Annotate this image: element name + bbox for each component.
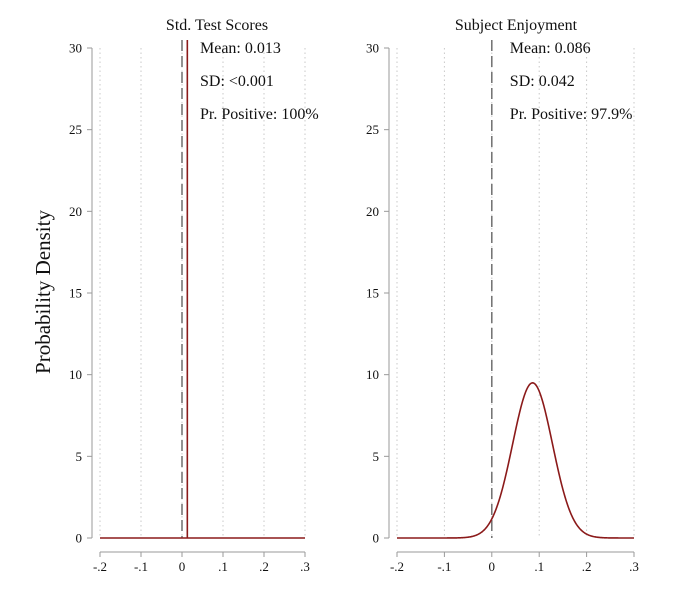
x-tick-label: .2 bbox=[259, 559, 269, 574]
x-tick-label: 0 bbox=[489, 559, 496, 574]
x-tick-label: -.2 bbox=[390, 559, 404, 574]
x-tick-label: .3 bbox=[629, 559, 639, 574]
x-tick-label: .2 bbox=[582, 559, 592, 574]
y-tick-label: 30 bbox=[366, 41, 379, 56]
stat-annotation: SD: <0.001 bbox=[200, 73, 274, 90]
y-tick-label: 15 bbox=[69, 286, 82, 301]
panel-std-test-scores: 0 5 10 15 20 25 30 -.2 -.1 0 .1 .2 .3 Std. Test Score… bbox=[69, 17, 319, 574]
stat-annotation: Mean: 0.086 bbox=[510, 40, 591, 57]
density-curve bbox=[397, 382, 634, 539]
stat-annotation: Pr. Positive: 100% bbox=[200, 106, 319, 123]
y-tick-label: 25 bbox=[69, 122, 82, 137]
x-tick-label: .3 bbox=[300, 559, 310, 574]
y-tick-label: 0 bbox=[373, 531, 380, 546]
y-tick-label: 20 bbox=[366, 204, 379, 219]
panel-title: Std. Test Scores bbox=[166, 17, 268, 34]
x-tick-label: -.1 bbox=[134, 559, 148, 574]
y-tick-label: 20 bbox=[69, 204, 82, 219]
y-tick-label: 0 bbox=[76, 531, 83, 546]
stat-annotation: Mean: 0.013 bbox=[200, 40, 281, 57]
y-axis-label: Probability Density bbox=[31, 210, 55, 374]
y-tick-label: 5 bbox=[76, 449, 83, 464]
y-tick-label: 25 bbox=[366, 122, 379, 137]
x-tick-label: -.2 bbox=[93, 559, 107, 574]
panel-subject-enjoyment: 0 5 10 15 20 25 30 -.2 -.1 0 .1 .2 .3 Subject Enjoyme… bbox=[366, 17, 639, 574]
x-tick-label: 0 bbox=[179, 559, 186, 574]
stat-annotation: SD: 0.042 bbox=[510, 73, 575, 90]
x-tick-label: -.1 bbox=[437, 559, 451, 574]
y-tick-label: 30 bbox=[69, 41, 82, 56]
stat-annotation: Pr. Positive: 97.9% bbox=[510, 106, 633, 123]
x-tick-label: .1 bbox=[534, 559, 544, 574]
y-tick-label: 15 bbox=[366, 286, 379, 301]
y-tick-label: 5 bbox=[373, 449, 380, 464]
x-tick-label: .1 bbox=[218, 559, 228, 574]
panel-title: Subject Enjoyment bbox=[455, 17, 578, 34]
y-tick-label: 10 bbox=[69, 367, 82, 382]
y-tick-label: 10 bbox=[366, 367, 379, 382]
